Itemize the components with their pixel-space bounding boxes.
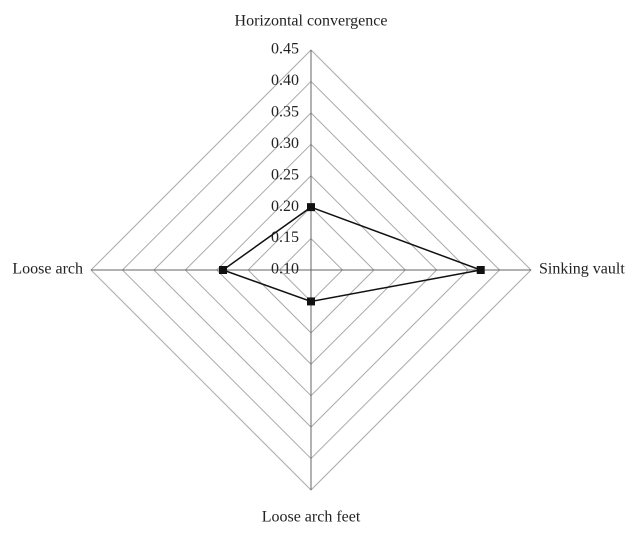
series-outline [221,206,484,303]
r-tick-label: 0.45 [271,41,299,58]
r-tick-label: 0.25 [271,166,299,183]
data-point [476,266,485,274]
category-label: Sinking vault [539,261,625,278]
r-tick-label: 0.30 [271,135,299,152]
category-label: Loose arch [12,261,83,278]
category-label: Horizontal convergence [235,13,388,30]
data-point [307,203,315,212]
r-tick-label: 0.10 [271,261,299,278]
r-tick-label: 0.40 [271,72,299,89]
r-tick-label: 0.15 [271,229,299,246]
r-tick-label: 0.20 [271,198,299,215]
data-point [307,297,315,306]
data-point [219,266,227,274]
r-tick-label: 0.35 [271,104,299,121]
category-label: Loose arch feet [262,509,361,526]
